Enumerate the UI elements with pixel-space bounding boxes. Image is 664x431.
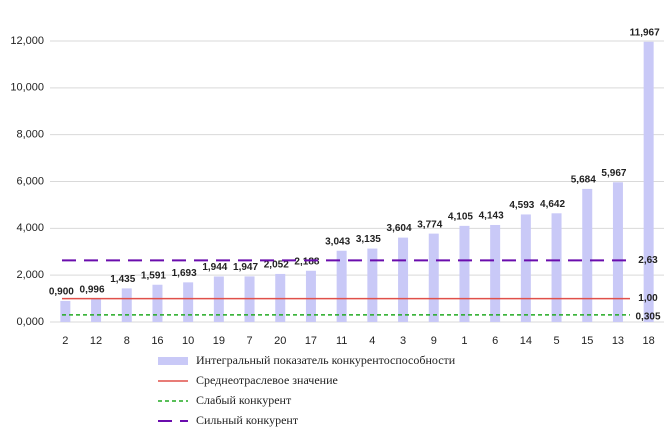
legend-swatch	[158, 357, 188, 365]
data-label: 1,591	[141, 270, 166, 281]
bar	[490, 224, 501, 322]
data-label: 4,105	[448, 212, 473, 223]
x-tick-label: 16	[151, 335, 163, 347]
data-label: 1,944	[202, 262, 227, 273]
x-tick-label: 13	[612, 335, 624, 347]
x-tick-label: 2	[62, 335, 68, 347]
x-tick-label: 11	[336, 335, 347, 347]
bar	[643, 41, 654, 322]
x-tick-label: 12	[90, 335, 102, 347]
data-label: 2,052	[264, 260, 289, 271]
x-tick-label: 6	[492, 335, 498, 347]
x-tick-label: 19	[213, 335, 225, 347]
x-tick-label: 8	[124, 335, 130, 347]
data-label: 1,947	[233, 262, 258, 273]
line-label: 0,305	[635, 311, 660, 322]
x-tick-label: 1	[461, 335, 467, 347]
data-label: 1,693	[172, 268, 197, 279]
x-tick-label: 14	[520, 335, 532, 347]
y-tick-label: 12,000	[10, 35, 44, 47]
bar	[60, 300, 71, 322]
x-tick-label: 4	[369, 335, 375, 347]
data-label: 5,684	[571, 175, 596, 186]
x-tick-label: 18	[643, 335, 655, 347]
bar	[612, 182, 623, 322]
bar	[428, 233, 439, 322]
data-label: 11,967	[630, 27, 660, 38]
data-label: 2,188	[294, 256, 319, 267]
legend-label: Слабый конкурент	[196, 393, 292, 407]
x-tick-label: 17	[305, 335, 317, 347]
bar	[582, 188, 593, 322]
line-label: 1,00	[638, 293, 658, 304]
x-tick-label: 9	[431, 335, 437, 347]
x-tick-label: 20	[274, 335, 286, 347]
x-tick-label: 7	[246, 335, 252, 347]
bar	[551, 213, 562, 322]
data-label: 4,593	[509, 200, 534, 211]
x-tick-label: 3	[400, 335, 406, 347]
y-tick-label: 8,000	[16, 129, 44, 141]
x-tick-label: 15	[581, 335, 593, 347]
data-label: 3,135	[356, 234, 381, 245]
y-tick-label: 6,000	[16, 175, 44, 187]
bar	[459, 225, 470, 322]
legend-label: Интегральный показатель конкурентоспособ…	[196, 353, 456, 367]
bar	[152, 284, 163, 322]
x-tick-label: 10	[182, 335, 194, 347]
data-label: 4,143	[479, 211, 504, 222]
x-tick-label: 5	[553, 335, 559, 347]
bar	[398, 237, 409, 322]
data-label: 3,043	[325, 236, 350, 247]
legend-label: Среднеотраслевое значение	[196, 373, 338, 387]
data-label: 3,604	[387, 223, 412, 234]
data-label: 0,900	[49, 287, 74, 298]
bar	[91, 298, 102, 322]
y-tick-label: 2,000	[16, 269, 44, 281]
y-tick-label: 10,000	[10, 82, 44, 94]
bar	[183, 282, 194, 322]
data-label: 5,967	[601, 168, 626, 179]
y-tick-label: 4,000	[16, 222, 44, 234]
bar	[520, 214, 531, 322]
y-tick-label: 0,000	[16, 316, 44, 328]
line-label: 2,63	[638, 255, 658, 266]
bar	[336, 250, 347, 322]
data-label: 1,435	[110, 274, 135, 285]
data-label: 0,996	[80, 284, 105, 295]
legend-label: Сильный конкурент	[196, 413, 299, 427]
bar	[367, 248, 378, 322]
data-label: 4,642	[540, 199, 565, 210]
bar	[305, 270, 316, 322]
data-label: 3,774	[417, 219, 442, 230]
bar	[121, 288, 132, 322]
